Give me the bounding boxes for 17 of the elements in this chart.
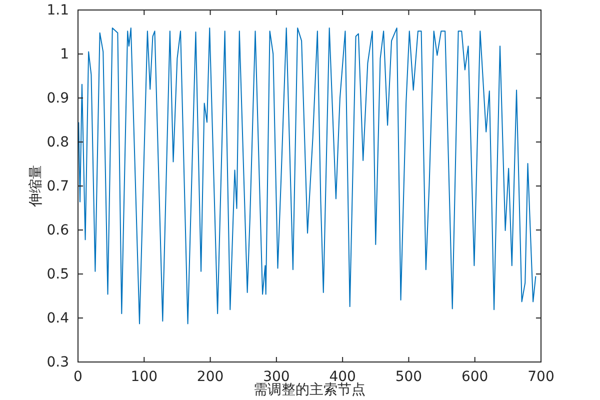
y-tick-label: 0.7 <box>46 178 69 194</box>
x-tick-label: 0 <box>74 368 82 385</box>
y-tick-label: 0.3 <box>46 354 69 370</box>
x-tick-label: 100 <box>130 368 158 385</box>
y-tick-label: 0.6 <box>46 222 70 238</box>
x-tick-label: 200 <box>196 368 224 385</box>
line-series <box>78 28 536 324</box>
x-tick-label: 700 <box>528 368 554 385</box>
y-tick-label: 1.1 <box>46 2 69 18</box>
y-tick-label: 1 <box>60 46 69 62</box>
x-tick-label: 500 <box>395 368 422 385</box>
y-tick-label: 0.8 <box>46 134 69 150</box>
y-tick-label: 0.9 <box>46 90 69 106</box>
x-tick-label: 600 <box>461 368 488 385</box>
y-axis-title: 伸缩量 <box>28 165 44 208</box>
y-tick-label: 0.5 <box>46 266 69 282</box>
y-tick-label: 0.4 <box>46 310 70 326</box>
